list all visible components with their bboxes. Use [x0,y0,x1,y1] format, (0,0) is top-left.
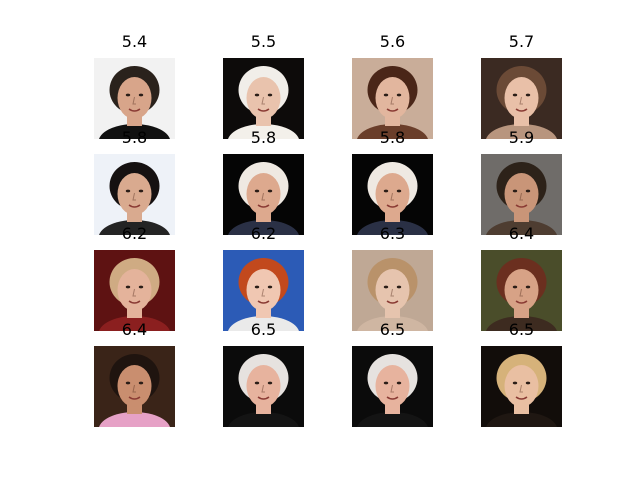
score-label: 5.7 [508,32,535,51]
grid-cell: 5.7 [481,32,562,139]
grid-cell: 6.4 [481,224,562,331]
grid-cell: 6.5 [223,320,304,427]
face-thumbnail [481,250,562,331]
face-image [481,346,562,427]
score-label: 6.5 [508,320,535,339]
face-image [481,154,562,235]
face-image [223,58,304,139]
grid-cell: 6.3 [352,224,433,331]
face-thumbnail [94,250,175,331]
score-label: 5.9 [508,128,535,147]
face-image [94,154,175,235]
face-image [352,346,433,427]
face-thumbnail [223,154,304,235]
grid-cell: 6.5 [352,320,433,427]
score-label: 5.5 [250,32,277,51]
grid-cell: 6.2 [223,224,304,331]
face-image [481,250,562,331]
face-thumbnail [94,346,175,427]
grid-cell: 5.8 [94,128,175,235]
grid-cell: 5.8 [352,128,433,235]
grid-cell: 6.5 [481,320,562,427]
score-label: 5.6 [379,32,406,51]
face-image [94,346,175,427]
grid-cell: 5.4 [94,32,175,139]
grid-cell: 5.8 [223,128,304,235]
face-thumbnail [481,58,562,139]
grid-cell: 5.9 [481,128,562,235]
score-label: 6.5 [379,320,406,339]
face-thumbnail [481,346,562,427]
face-thumbnail [94,58,175,139]
score-label: 5.8 [121,128,148,147]
score-label: 6.2 [250,224,277,243]
face-thumbnail [223,58,304,139]
face-image [223,154,304,235]
score-label: 6.5 [250,320,277,339]
face-thumbnail [223,346,304,427]
score-label: 6.2 [121,224,148,243]
face-thumbnail [481,154,562,235]
face-thumbnail [352,154,433,235]
score-label: 5.4 [121,32,148,51]
face-image [481,58,562,139]
face-thumbnail [352,250,433,331]
grid-cell: 5.5 [223,32,304,139]
score-label: 6.3 [379,224,406,243]
grid-cell: 5.6 [352,32,433,139]
score-label: 5.8 [379,128,406,147]
score-label: 6.4 [121,320,148,339]
face-image [352,250,433,331]
face-thumbnail [223,250,304,331]
face-image [223,346,304,427]
face-thumbnail [352,58,433,139]
score-label: 5.8 [250,128,277,147]
face-image [352,154,433,235]
grid-cell: 6.4 [94,320,175,427]
face-image [352,58,433,139]
face-thumbnail [352,346,433,427]
score-label: 6.4 [508,224,535,243]
grid-cell: 6.2 [94,224,175,331]
face-image [94,58,175,139]
face-image [94,250,175,331]
face-thumbnail [94,154,175,235]
face-image [223,250,304,331]
